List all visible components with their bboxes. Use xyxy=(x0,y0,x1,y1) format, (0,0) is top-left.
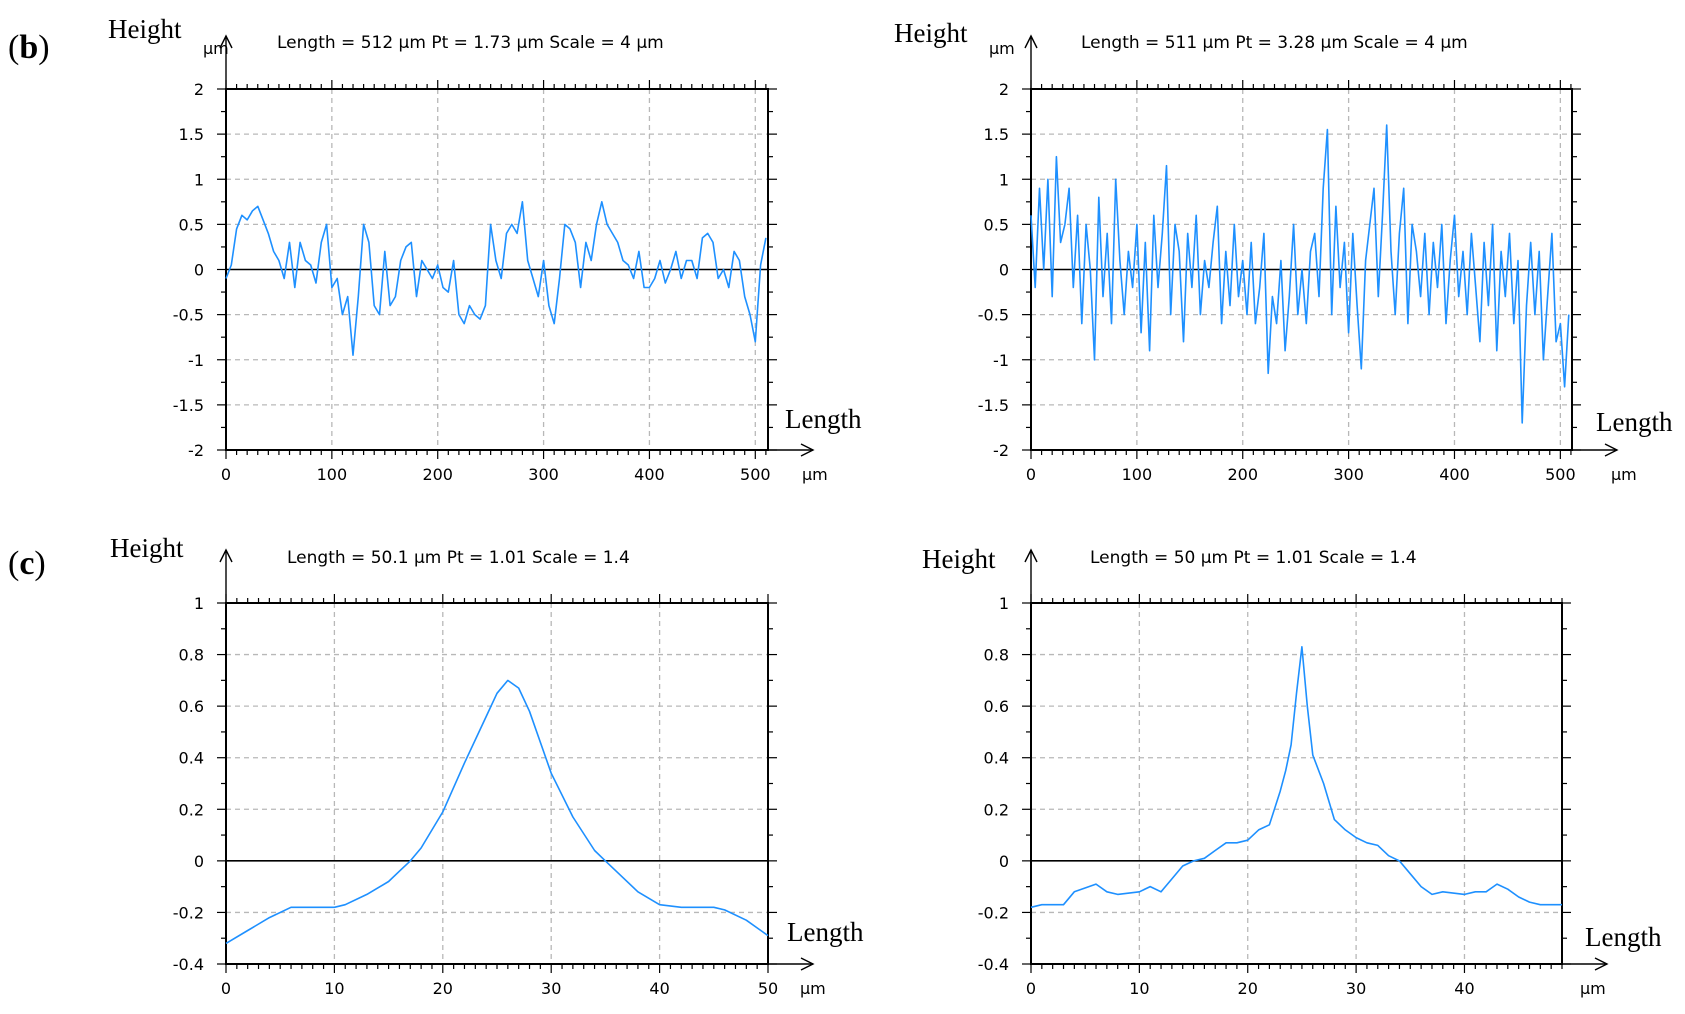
y-tick-label: -2 xyxy=(188,441,204,460)
y-tick-label: 1 xyxy=(999,170,1009,189)
y-tick-label: 0.4 xyxy=(984,749,1009,768)
y-tick-label: -0.4 xyxy=(978,955,1009,974)
x-axis-label: Length xyxy=(1596,407,1673,437)
x-tick-label: 40 xyxy=(1454,979,1474,998)
x-tick-label: 400 xyxy=(1439,465,1470,484)
y-tick-label: 0.5 xyxy=(179,215,204,234)
y-tick-label: -1 xyxy=(993,351,1009,370)
x-tick-label: 500 xyxy=(1545,465,1576,484)
x-tick-label: 20 xyxy=(1238,979,1258,998)
chart-b-right: Length = 511 µm Pt = 3.28 µm Scale = 4 µ… xyxy=(894,18,1673,484)
y-axis-arrow-head xyxy=(1024,34,1038,49)
y-tick-label: -0.4 xyxy=(173,955,204,974)
chart-title: Length = 50 µm Pt = 1.01 Scale = 1.4 xyxy=(1090,548,1417,568)
x-axis-label: Length xyxy=(1585,922,1662,952)
y-axis-unit: µm xyxy=(989,39,1015,58)
x-tick-label: 20 xyxy=(433,979,453,998)
x-tick-label: 0 xyxy=(221,979,231,998)
plot-frame xyxy=(1030,602,1563,965)
chart-b-left: Length = 512 µm Pt = 1.73 µm Scale = 4 µ… xyxy=(108,14,862,484)
y-tick-label: -0.5 xyxy=(173,306,204,325)
x-axis-arrow-head xyxy=(1594,957,1609,971)
x-tick-label: 500 xyxy=(740,465,771,484)
x-axis-unit: µm xyxy=(802,465,828,484)
y-tick-label: 2 xyxy=(999,80,1009,99)
x-axis-arrow-head xyxy=(1604,443,1619,457)
x-tick-label: 300 xyxy=(1333,465,1364,484)
y-tick-label: 2 xyxy=(194,80,204,99)
y-axis-label: Height xyxy=(922,544,996,574)
y-axis-unit: µm xyxy=(203,39,229,58)
y-tick-label: 0.8 xyxy=(984,646,1009,665)
y-tick-label: -1.5 xyxy=(978,396,1009,415)
x-tick-label: 50 xyxy=(758,979,778,998)
y-tick-label: -1.5 xyxy=(173,396,204,415)
x-tick-label: 30 xyxy=(1346,979,1366,998)
y-tick-label: -2 xyxy=(993,441,1009,460)
x-tick-label: 40 xyxy=(649,979,669,998)
x-axis-arrow-head xyxy=(800,443,815,457)
x-tick-label: 100 xyxy=(1122,465,1153,484)
y-tick-label: 1 xyxy=(999,594,1009,613)
x-tick-label: 300 xyxy=(528,465,559,484)
x-tick-label: 10 xyxy=(324,979,344,998)
y-tick-label: -1 xyxy=(188,351,204,370)
y-tick-label: 1.5 xyxy=(984,125,1009,144)
series-line-profile xyxy=(1030,124,1570,424)
y-tick-label: 0.6 xyxy=(179,697,204,716)
y-axis-arrow-head xyxy=(219,548,233,563)
chart-title: Length = 512 µm Pt = 1.73 µm Scale = 4 µ… xyxy=(277,33,664,53)
x-tick-label: 0 xyxy=(1026,465,1036,484)
series-line-profile xyxy=(225,201,767,357)
x-axis-label: Length xyxy=(785,404,862,434)
y-axis-arrow-head xyxy=(219,34,233,49)
y-axis-label: Height xyxy=(894,18,968,48)
chart-c-right: Length = 50 µm Pt = 1.01 Scale = 1.4 Heig… xyxy=(922,544,1662,998)
chart-c-left: Length = 50.1 µm Pt = 1.01 Scale = 1.4 He… xyxy=(110,533,864,998)
y-tick-label: -0.5 xyxy=(978,306,1009,325)
series-line-profile xyxy=(225,679,769,945)
y-tick-label: -0.2 xyxy=(173,903,204,922)
y-tick-label: 0.6 xyxy=(984,697,1009,716)
x-axis-arrow-head xyxy=(800,957,815,971)
x-tick-label: 10 xyxy=(1129,979,1149,998)
x-tick-label: 200 xyxy=(1227,465,1258,484)
chart-title: Length = 511 µm Pt = 3.28 µm Scale = 4 µ… xyxy=(1081,33,1468,53)
y-tick-label: -0.2 xyxy=(978,903,1009,922)
chart-title: Length = 50.1 µm Pt = 1.01 Scale = 1.4 xyxy=(287,548,630,568)
x-tick-label: 0 xyxy=(1026,979,1036,998)
panel-label-c: (c) xyxy=(8,545,46,582)
y-tick-label: 0 xyxy=(194,852,204,871)
y-tick-label: 0 xyxy=(194,261,204,280)
plot-frame xyxy=(225,602,769,965)
x-axis-unit: µm xyxy=(800,979,826,998)
y-tick-label: 1 xyxy=(194,594,204,613)
y-tick-label: 0.2 xyxy=(179,800,204,819)
x-tick-label: 0 xyxy=(221,465,231,484)
y-tick-label: 1 xyxy=(194,170,204,189)
series-line-profile xyxy=(1030,645,1562,909)
x-tick-label: 200 xyxy=(422,465,453,484)
x-tick-label: 100 xyxy=(317,465,348,484)
y-tick-label: 0.5 xyxy=(984,215,1009,234)
x-tick-label: 30 xyxy=(541,979,561,998)
panel-label-b: (b) xyxy=(8,29,50,66)
x-axis-unit: µm xyxy=(1580,979,1606,998)
x-tick-label: 400 xyxy=(634,465,665,484)
y-tick-label: 0 xyxy=(999,261,1009,280)
y-axis-label: Height xyxy=(110,533,184,563)
y-tick-label: 0.4 xyxy=(179,749,204,768)
y-tick-label: 0.8 xyxy=(179,646,204,665)
y-tick-label: 0.2 xyxy=(984,800,1009,819)
x-axis-unit: µm xyxy=(1611,465,1637,484)
y-axis-arrow-head xyxy=(1024,548,1038,563)
y-tick-label: 0 xyxy=(999,852,1009,871)
y-axis-label: Height xyxy=(108,14,182,44)
x-axis-label: Length xyxy=(787,917,864,947)
y-tick-label: 1.5 xyxy=(179,125,204,144)
